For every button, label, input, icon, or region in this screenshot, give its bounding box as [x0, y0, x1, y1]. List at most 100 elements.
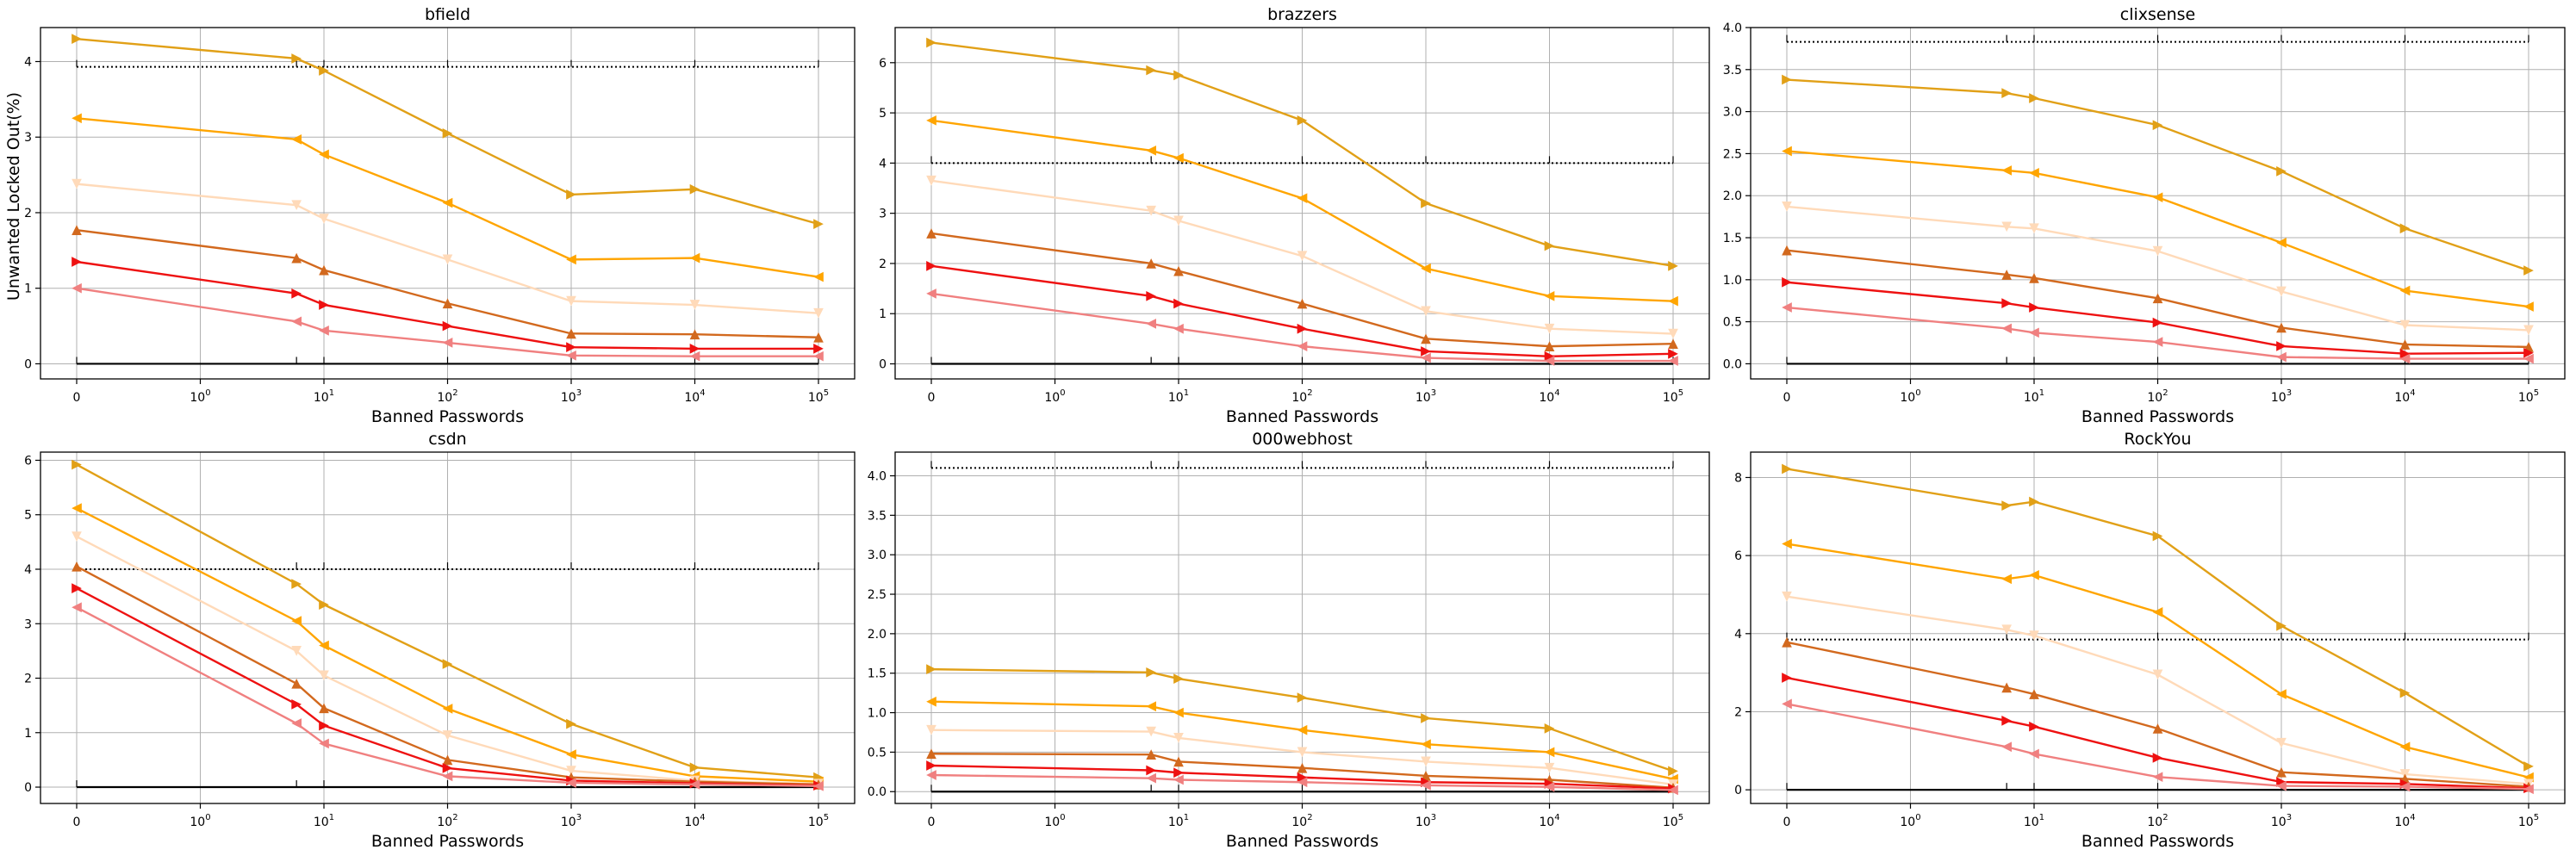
- y-tick-label: 6: [1734, 549, 1742, 563]
- series-point-2: [2001, 574, 2013, 585]
- series-point-5: [319, 720, 329, 731]
- series-point-4: [319, 703, 329, 714]
- x-tick-label: 104: [1539, 388, 1559, 405]
- x-tick-label: 100: [190, 388, 210, 405]
- series-point-4: [2276, 766, 2287, 778]
- x-tick-label: 0: [928, 391, 936, 405]
- series-point-6: [1297, 777, 1308, 788]
- y-tick-label: 4: [879, 157, 887, 171]
- series-point-2: [1146, 701, 1157, 712]
- series-point-5: [72, 257, 82, 267]
- x-tick-label: 0: [1783, 816, 1791, 829]
- series-point-6: [2029, 748, 2039, 760]
- series-point-6: [2276, 780, 2287, 791]
- series-point-2: [1782, 146, 1792, 157]
- x-tick-label: 105: [808, 813, 829, 829]
- series-point-1: [2001, 88, 2013, 98]
- series-point-3: [1782, 202, 1792, 212]
- series-point-6: [1544, 356, 1555, 366]
- series-point-5: [72, 583, 82, 593]
- chart-panel-6: 0 2 4 6 8 0 100 101 102 103 104 105 Banned Passwords…: [1734, 430, 2566, 851]
- series-point-3: [926, 175, 936, 186]
- series-point-1: [689, 762, 700, 773]
- series-point-6: [926, 770, 936, 780]
- series-point-6: [2029, 327, 2039, 338]
- series-point-3: [319, 670, 329, 681]
- y-tick-label: 5: [24, 509, 32, 523]
- chart-title: bfield: [425, 5, 470, 24]
- series-point-3: [1421, 756, 1431, 767]
- chart-title: csdn: [428, 430, 466, 449]
- series-point-2: [1668, 295, 1678, 307]
- y-tick-label: 3: [24, 617, 32, 631]
- series-point-4: [2029, 273, 2039, 283]
- series-point-3: [1544, 323, 1555, 334]
- series-point-1: [689, 183, 700, 195]
- series-point-2: [689, 252, 700, 264]
- series-point-6: [1297, 341, 1308, 351]
- series-point-2: [926, 115, 936, 126]
- chart-panel-3: 0.0 0.5 1.0 1.5 2.0 2.5 3.0 3.5 4.0 0 100 101 102 103…: [1723, 5, 2566, 426]
- x-axis-label: Banned Passwords: [2081, 407, 2234, 426]
- x-tick-label: 100: [1900, 813, 1920, 829]
- series-point-5: [2029, 302, 2039, 313]
- series-point-3: [72, 178, 82, 189]
- y-tick-label: 3.0: [868, 549, 887, 562]
- series-point-6: [1173, 323, 1184, 334]
- series-point-2: [1782, 538, 1792, 549]
- y-tick-label: 0.5: [1723, 316, 1742, 330]
- x-axis-label: Banned Passwords: [371, 832, 524, 851]
- y-tick-label: 2.5: [1723, 147, 1742, 161]
- y-tick-label: 0.0: [1723, 357, 1742, 371]
- series-point-5: [1146, 290, 1157, 301]
- series-point-6: [813, 350, 824, 362]
- chart-title: brazzers: [1267, 5, 1337, 24]
- chart-title: clixsense: [2120, 5, 2195, 24]
- series-point-1: [319, 599, 329, 610]
- series-point-3: [1297, 747, 1308, 758]
- x-axis-label: Banned Passwords: [371, 407, 524, 426]
- x-tick-label: 102: [2147, 388, 2168, 405]
- x-tick-label: 101: [2024, 388, 2044, 405]
- y-tick-label: 5: [879, 107, 887, 121]
- y-tick-label: 2.0: [868, 628, 887, 642]
- series-point-3: [442, 254, 453, 265]
- series-point-4: [1782, 245, 1792, 256]
- series-point-5: [1782, 673, 1792, 683]
- chart-title: 000webhost: [1252, 430, 1353, 449]
- series-point-6: [2276, 351, 2287, 363]
- series-point-3: [2399, 319, 2411, 331]
- series-point-5: [442, 763, 453, 773]
- series-point-6: [566, 350, 576, 361]
- series-point-3: [566, 295, 576, 307]
- series-point-5: [291, 699, 302, 710]
- series-point-5: [1173, 298, 1184, 309]
- y-tick-label: 3.0: [1723, 106, 1742, 120]
- x-tick-label: 104: [1539, 813, 1559, 829]
- series-point-1: [1544, 723, 1555, 734]
- series-point-2: [813, 271, 824, 282]
- y-tick-label: 0: [24, 781, 32, 795]
- x-tick-label: 102: [437, 388, 457, 405]
- series-point-3: [2276, 286, 2287, 297]
- series-point-1: [2029, 93, 2039, 103]
- x-tick-label: 103: [561, 813, 582, 829]
- series-point-5: [2001, 298, 2013, 309]
- series-point-6: [1421, 780, 1431, 791]
- series-point-6: [813, 780, 824, 791]
- series-point-5: [2523, 347, 2534, 358]
- series-point-6: [2523, 784, 2534, 795]
- series-point-6: [1668, 356, 1678, 366]
- series-point-5: [442, 320, 453, 332]
- y-tick-label: 6: [879, 57, 887, 71]
- series-point-4: [2399, 339, 2411, 350]
- y-tick-label: 0: [1734, 784, 1742, 797]
- y-tick-label: 1.5: [1723, 232, 1742, 245]
- x-tick-label: 103: [2271, 813, 2292, 829]
- series-point-6: [689, 350, 700, 362]
- x-tick-label: 100: [1044, 813, 1065, 829]
- chart-panel-5: 0.0 0.5 1.0 1.5 2.0 2.5 3.0 3.5 4.0 0 100 101 102 103…: [868, 430, 1710, 851]
- series-point-3: [291, 200, 302, 211]
- y-tick-label: 4.0: [868, 470, 887, 484]
